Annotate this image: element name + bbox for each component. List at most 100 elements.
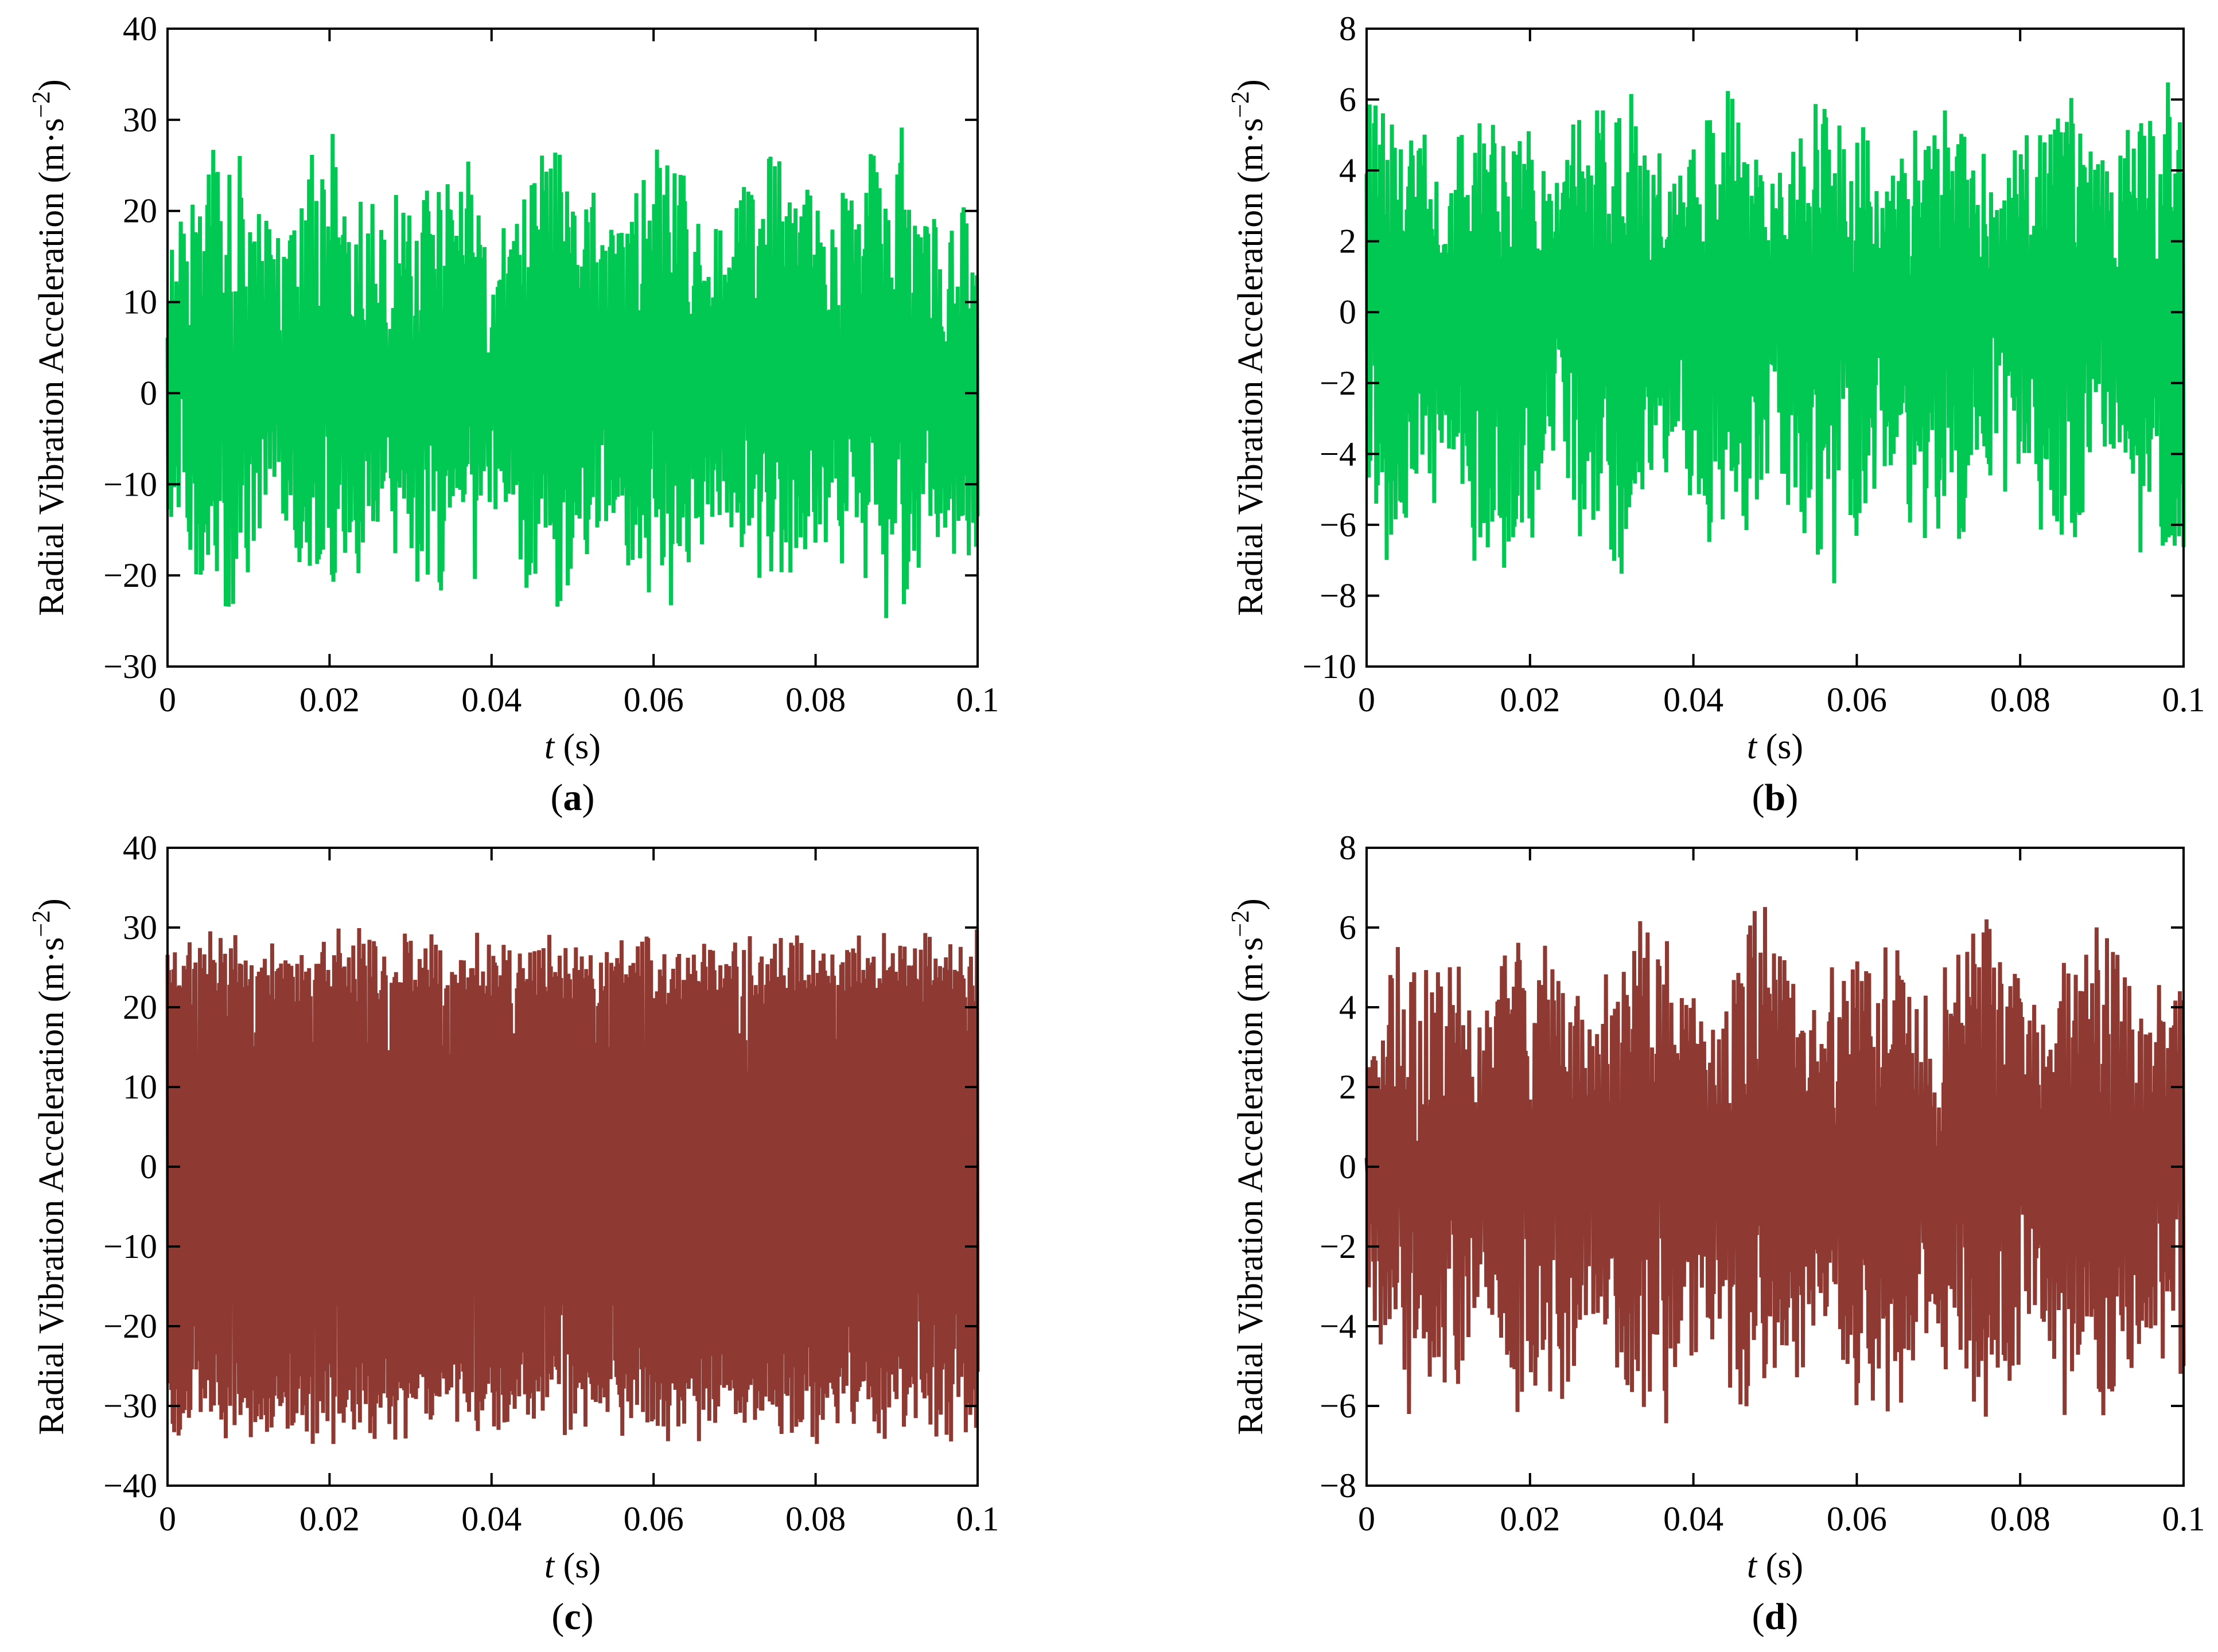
y-tick-label-a-0: −30 (103, 648, 157, 685)
y-tick-label-c-8: 40 (123, 829, 157, 867)
y-axis-label-a: Radial Vibration Acceleration (m·s−2) (27, 79, 71, 616)
y-tick-label-a-3: 0 (140, 374, 157, 412)
x-tick-label-d-5: 0.1 (2162, 1500, 2205, 1538)
y-tick-label-b-0: −10 (1302, 648, 1356, 685)
y-tick-label-a-2: −10 (103, 465, 157, 503)
x-tick-label-a-1: 0.02 (299, 681, 360, 719)
x-tick-label-a-4: 0.08 (785, 681, 846, 719)
y-tick-label-c-2: −20 (103, 1307, 157, 1345)
x-axis-unit-c: (s) (554, 1546, 601, 1585)
y-axis-label-main-d: Radial Vibration Acceleration (m·s (1231, 937, 1270, 1435)
y-tick-label-b-2: −6 (1320, 506, 1356, 544)
series-line-b (1364, 82, 2186, 583)
x-tick-label-d-2: 0.04 (1663, 1500, 1723, 1538)
x-tick-label-c-3: 0.06 (624, 1500, 684, 1538)
y-tick-label-b-9: 8 (1339, 10, 1356, 48)
y-tick-label-a-7: 40 (123, 10, 157, 48)
y-tick-label-d-0: −8 (1320, 1467, 1356, 1505)
x-tick-label-b-2: 0.04 (1663, 681, 1723, 719)
x-axis-unit-b: (s) (1757, 727, 1803, 766)
y-axis-label-close-b: ) (1231, 79, 1270, 91)
x-axis-label-d: t (s) (1747, 1546, 1803, 1585)
x-axis-unit-d: (s) (1757, 1546, 1803, 1585)
caption-letter-d: d (1765, 1596, 1786, 1638)
caption-close-d: ) (1785, 1596, 1798, 1638)
y-tick-label-c-6: 20 (123, 988, 157, 1026)
x-tick-label-b-5: 0.1 (2162, 681, 2205, 719)
caption-letter-b: b (1765, 777, 1786, 819)
y-tick-label-b-3: −4 (1320, 435, 1356, 473)
y-tick-label-a-6: 30 (123, 101, 157, 139)
y-tick-label-d-1: −6 (1320, 1387, 1356, 1425)
series-line-a (165, 127, 980, 618)
x-tick-label-b-4: 0.08 (1990, 681, 2050, 719)
caption-open-b: ( (1752, 777, 1765, 819)
panel-caption-a: (a) (551, 777, 595, 819)
y-tick-label-d-8: 8 (1339, 829, 1356, 867)
y-tick-label-b-8: 6 (1339, 81, 1356, 119)
y-tick-label-d-7: 6 (1339, 909, 1356, 946)
x-axis-var-b: t (1747, 727, 1758, 766)
caption-close-c: ) (581, 1596, 594, 1638)
panel-caption-d: (d) (1752, 1596, 1799, 1638)
chart-panel-a: 0 0.02 0.04 0.06 0.08 0.1 −30 −20 −10 0 10 20 30 40 t … (27, 10, 999, 819)
x-tick-label-c-4: 0.08 (785, 1500, 846, 1538)
series-line-d (1364, 907, 2186, 1424)
caption-open-c: ( (551, 1596, 564, 1638)
x-axis-unit-a: (s) (554, 727, 601, 766)
y-tick-label-a-4: 10 (123, 283, 157, 321)
y-tick-label-c-7: 30 (123, 909, 157, 946)
caption-open-a: ( (551, 777, 563, 819)
caption-letter-a: a (563, 777, 582, 819)
y-tick-label-d-3: −2 (1320, 1228, 1356, 1265)
y-tick-label-a-5: 20 (123, 192, 157, 230)
caption-letter-c: c (564, 1596, 581, 1638)
panel-caption-c: (c) (551, 1596, 593, 1638)
x-tick-label-a-0: 0 (159, 681, 176, 719)
chart-panel-b: 0 0.02 0.04 0.06 0.08 0.1 −10 −8 −6 −4 −2 0 2 4 6 8 t (s… (1226, 10, 2205, 819)
y-tick-label-b-6: 2 (1339, 223, 1356, 260)
y-axis-label-d: Radial Vibration Acceleration (m·s−2) (1226, 898, 1270, 1435)
y-axis-label-close-d: ) (1231, 898, 1270, 910)
y-tick-label-b-7: 4 (1339, 151, 1356, 189)
y-axis-label-sup-d: −2 (1226, 910, 1254, 937)
chart-panel-c: 0 0.02 0.04 0.06 0.08 0.1 −40 −30 −20 −10 0 10 20 30 4… (27, 829, 999, 1638)
y-axis-label-sup-c: −2 (27, 910, 55, 937)
x-tick-label-d-0: 0 (1358, 1500, 1375, 1538)
y-tick-label-c-0: −40 (103, 1467, 157, 1505)
panel-caption-b: (b) (1752, 777, 1799, 819)
x-tick-label-d-3: 0.06 (1827, 1500, 1887, 1538)
y-axis-label-b: Radial Vibration Acceleration (m·s−2) (1226, 79, 1270, 616)
x-axis-var-c: t (544, 1546, 555, 1585)
y-axis-label-main-c: Radial Vibration Acceleration (m·s (32, 937, 71, 1435)
y-tick-label-d-6: 4 (1339, 988, 1356, 1026)
y-tick-label-c-1: −30 (103, 1387, 157, 1425)
y-axis-label-sup-b: −2 (1226, 91, 1254, 118)
y-tick-label-a-1: −20 (103, 556, 157, 594)
x-tick-label-c-5: 0.1 (956, 1500, 999, 1538)
x-tick-label-d-4: 0.08 (1990, 1500, 2050, 1538)
y-tick-label-d-2: −4 (1320, 1307, 1356, 1345)
x-tick-label-c-1: 0.02 (299, 1500, 360, 1538)
caption-open-d: ( (1752, 1596, 1765, 1638)
caption-close-b: ) (1785, 777, 1798, 819)
y-axis-label-c: Radial Vibration Acceleration (m·s−2) (27, 898, 71, 1435)
x-axis-var-d: t (1747, 1546, 1758, 1585)
chart-panel-d: 0 0.02 0.04 0.06 0.08 0.1 −8 −6 −4 −2 0 2 4 6 8 t (s) Ra… (1226, 829, 2205, 1638)
x-tick-label-a-2: 0.04 (461, 681, 522, 719)
plot-frame-b (1365, 28, 2185, 668)
y-tick-label-c-3: −10 (103, 1228, 157, 1265)
caption-close-a: ) (582, 777, 595, 819)
y-tick-label-c-5: 10 (123, 1068, 157, 1106)
x-tick-label-c-2: 0.04 (461, 1500, 522, 1538)
x-tick-label-c-0: 0 (159, 1500, 176, 1538)
y-axis-label-close-a: ) (32, 79, 71, 91)
y-axis-label-main-a: Radial Vibration Acceleration (m·s (32, 118, 71, 616)
y-axis-label-sup-a: −2 (27, 91, 55, 118)
y-axis-label-close-c: ) (32, 898, 71, 910)
x-tick-label-b-3: 0.06 (1827, 681, 1887, 719)
y-tick-label-d-4: 0 (1339, 1148, 1356, 1186)
series-line-c (165, 928, 980, 1444)
x-tick-label-b-0: 0 (1358, 681, 1375, 719)
